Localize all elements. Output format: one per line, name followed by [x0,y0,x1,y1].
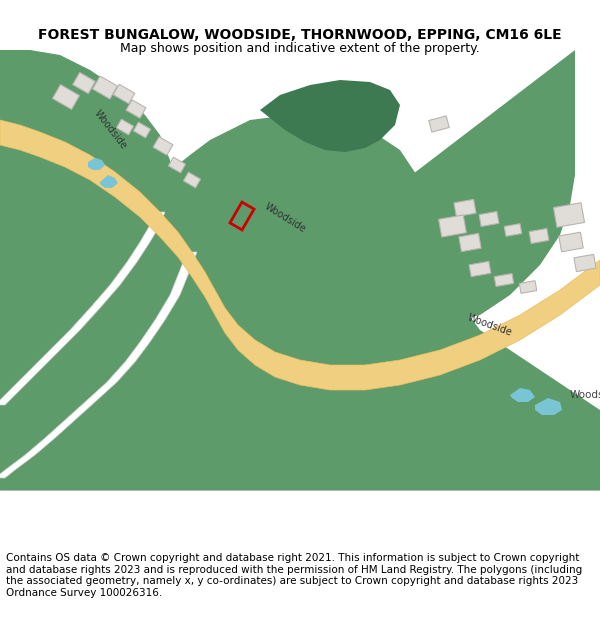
Polygon shape [0,50,600,490]
Polygon shape [510,388,535,402]
Polygon shape [429,116,449,132]
Polygon shape [0,212,165,405]
Text: Woodside: Woodside [570,390,600,400]
Polygon shape [479,211,499,226]
Polygon shape [0,252,197,478]
Polygon shape [116,119,134,135]
Polygon shape [184,172,200,188]
Polygon shape [133,122,151,138]
Polygon shape [553,202,584,228]
Polygon shape [92,76,118,99]
Polygon shape [469,261,491,277]
Polygon shape [88,158,105,170]
Polygon shape [459,233,481,252]
Polygon shape [0,120,600,390]
Text: Woodside: Woodside [466,312,514,338]
Polygon shape [126,100,146,118]
Text: FOREST BUNGALOW, WOODSIDE, THORNWOOD, EPPING, CM16 6LE: FOREST BUNGALOW, WOODSIDE, THORNWOOD, EP… [38,28,562,42]
Polygon shape [52,84,80,109]
Polygon shape [494,274,514,286]
Polygon shape [113,84,135,104]
Polygon shape [559,232,583,252]
Text: Woodside: Woodside [262,201,308,234]
Polygon shape [169,157,185,173]
Polygon shape [153,137,173,155]
Polygon shape [0,50,175,390]
Polygon shape [529,229,549,244]
Polygon shape [0,50,575,490]
Polygon shape [519,281,537,293]
Polygon shape [100,175,118,188]
Polygon shape [0,50,50,100]
Text: Woodside: Woodside [92,109,128,151]
Polygon shape [574,254,596,272]
Polygon shape [504,224,522,236]
Polygon shape [439,215,466,237]
Polygon shape [260,80,400,152]
Polygon shape [454,199,476,217]
Text: Map shows position and indicative extent of the property.: Map shows position and indicative extent… [120,42,480,55]
Polygon shape [73,72,95,94]
Text: Contains OS data © Crown copyright and database right 2021. This information is : Contains OS data © Crown copyright and d… [6,553,582,598]
Polygon shape [535,398,562,415]
